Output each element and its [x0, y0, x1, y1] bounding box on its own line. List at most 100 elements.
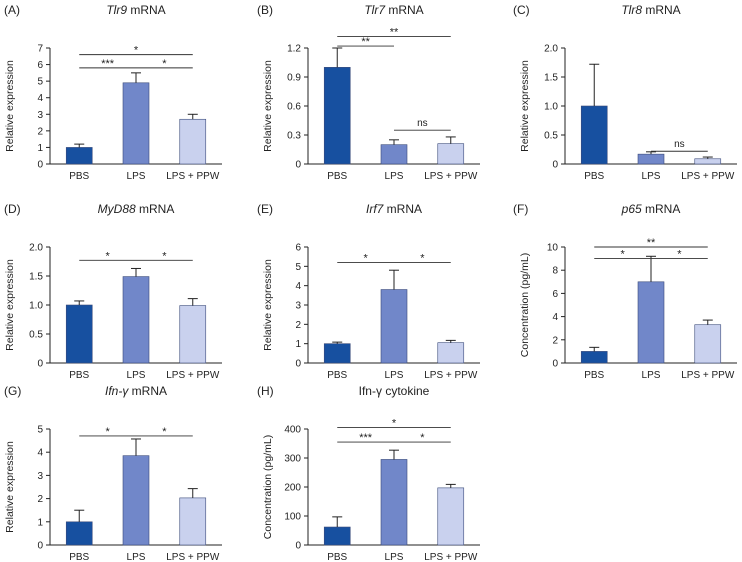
- y-tick-label: 8: [552, 266, 558, 277]
- x-tick-label: LPS + PPW: [424, 171, 478, 182]
- y-tick-label: 6: [295, 243, 301, 254]
- y-tick-label: 6: [552, 289, 558, 300]
- x-tick-label: PBS: [69, 370, 89, 381]
- significance-label: *: [420, 252, 425, 264]
- y-tick-label: 200: [284, 483, 301, 494]
- bar: [437, 342, 465, 364]
- y-tick-label: 4: [37, 448, 43, 459]
- bar: [65, 304, 93, 364]
- x-tick-label: PBS: [327, 370, 347, 381]
- bar: [437, 487, 465, 546]
- chart-title-gene: Tlr7: [364, 3, 386, 17]
- significance-label: *: [162, 426, 167, 438]
- x-tick-label: LPS + PPW: [424, 370, 478, 381]
- x-tick-label: LPS + PPW: [681, 171, 735, 182]
- chart-panel: (H) Ifn-γ cytokine 0 100 200 300 400 Concentrat…: [257, 384, 480, 562]
- x-tick-label: LPS: [385, 370, 404, 381]
- bar: [580, 351, 608, 364]
- significance-label: *: [420, 432, 425, 444]
- x-tick-label: PBS: [69, 552, 89, 562]
- significance-label: *: [620, 249, 625, 261]
- y-tick-label: 400: [284, 425, 301, 436]
- chart-title: Tlr8 mRNA: [621, 3, 680, 17]
- chart-title-suffix: mRNA: [642, 202, 681, 216]
- chart-panel: (E) Irf7 mRNA 0 1 2 3 4 5 6 Relative expression PB…: [257, 202, 480, 381]
- y-axis-label: Relative expression: [262, 259, 274, 351]
- x-tick-label: PBS: [584, 171, 604, 182]
- significance-label: **: [390, 26, 399, 38]
- y-tick-label: 0.5: [544, 131, 558, 142]
- y-tick-label: 10: [547, 243, 559, 254]
- y-axis-label: Relative expression: [262, 60, 274, 152]
- y-tick-label: 0: [295, 541, 301, 552]
- y-tick-label: 2.0: [544, 44, 558, 55]
- chart-title-suffix: mRNA: [127, 3, 166, 17]
- chart-title-gene: MyD88: [98, 202, 136, 216]
- y-tick-label: 1: [37, 143, 43, 154]
- chart-panel: (B) Tlr7 mRNA 0 0.3 0.6 0.9 1.2 Relative expres…: [257, 3, 480, 182]
- bar: [437, 143, 465, 165]
- chart-title-suffix: mRNA: [385, 3, 424, 17]
- y-tick-label: 1.0: [544, 102, 558, 113]
- y-tick-label: 3: [37, 471, 43, 482]
- panel-label: (G): [4, 384, 21, 398]
- y-tick-label: 7: [37, 44, 43, 55]
- panel-label: (F): [513, 202, 528, 216]
- y-axis-label: Concentration (pg/mL): [519, 253, 531, 357]
- y-tick-label: 5: [37, 425, 43, 436]
- x-tick-label: LPS: [127, 171, 146, 182]
- y-tick-label: 2: [37, 494, 43, 505]
- y-tick-label: 2: [295, 320, 301, 331]
- bar: [380, 144, 408, 165]
- chart-title-gene: Tlr9: [106, 3, 127, 17]
- x-tick-label: LPS: [127, 370, 146, 381]
- y-tick-label: 0: [552, 160, 558, 171]
- y-tick-label: 0: [295, 359, 301, 370]
- significance-label: ns: [417, 118, 428, 129]
- bar: [637, 281, 665, 364]
- y-tick-label: 3: [37, 110, 43, 121]
- y-tick-label: 5: [37, 77, 43, 88]
- chart-title-gene: p65: [621, 202, 642, 216]
- x-tick-label: LPS: [385, 171, 404, 182]
- significance-label: *: [134, 45, 139, 57]
- significance-label: ***: [101, 58, 115, 70]
- chart-panel: (G) Ifn-γ mRNA 0 1 2 3 4 5 Relative expression PB…: [4, 384, 222, 562]
- y-tick-label: 3: [295, 301, 301, 312]
- y-tick-label: 1: [37, 517, 43, 528]
- x-tick-label: LPS: [642, 370, 661, 381]
- bar: [694, 324, 722, 364]
- y-tick-label: 0: [295, 160, 301, 171]
- x-tick-label: PBS: [584, 370, 604, 381]
- y-tick-label: 2: [37, 126, 43, 137]
- chart-title-gene: Tlr8: [621, 3, 642, 17]
- y-tick-label: 0: [37, 541, 43, 552]
- x-tick-label: PBS: [327, 171, 347, 182]
- y-tick-label: 1.0: [29, 301, 43, 312]
- significance-label: **: [647, 237, 656, 249]
- bar: [323, 526, 351, 546]
- significance-label: ns: [674, 139, 685, 150]
- y-tick-label: 2.0: [29, 243, 43, 254]
- y-tick-label: 0: [552, 359, 558, 370]
- bar: [323, 67, 351, 165]
- x-tick-label: PBS: [327, 552, 347, 562]
- chart-title-gene: Ifn-γ: [105, 384, 129, 398]
- panel-label: (H): [257, 384, 274, 398]
- panel-label: (E): [257, 202, 273, 216]
- y-tick-label: 0: [37, 160, 43, 171]
- y-tick-label: 5: [295, 262, 301, 273]
- y-tick-label: 0.5: [29, 330, 43, 341]
- y-tick-label: 0.3: [287, 131, 301, 142]
- bar: [179, 497, 207, 546]
- chart-panel: (A) Tlr9 mRNA 0 1 2 3 4 5 6 7 Relative expression P…: [4, 3, 222, 182]
- chart-panel: (C) Tlr8 mRNA 0 0.5 1.0 1.5 2.0 Relative expres…: [513, 3, 737, 182]
- y-tick-label: 0: [37, 359, 43, 370]
- y-axis-label: Relative expression: [519, 60, 531, 152]
- significance-label: *: [162, 250, 167, 262]
- significance-label: ***: [359, 432, 373, 444]
- significance-label: **: [361, 36, 370, 48]
- significance-label: *: [105, 250, 110, 262]
- y-axis-label: Concentration (pg/mL): [262, 435, 274, 539]
